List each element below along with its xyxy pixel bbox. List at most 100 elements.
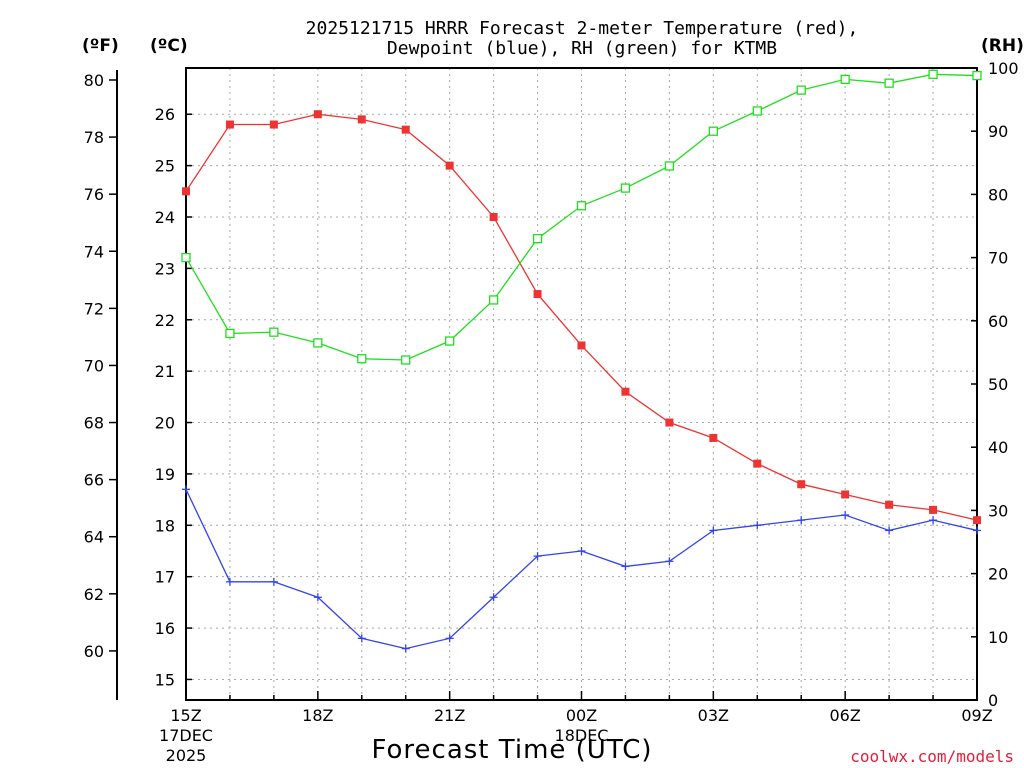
fahrenheit-tick-label: 68 — [84, 414, 104, 433]
celsius-tick-label: 21 — [155, 362, 175, 381]
dewpoint-point — [665, 557, 674, 566]
temperature-point — [225, 120, 234, 129]
x-tick-label: 06Z — [830, 706, 861, 725]
rh-tick-label: 10 — [988, 628, 1008, 647]
celsius-tick-label: 15 — [155, 670, 175, 689]
rh-point — [532, 233, 543, 244]
rh-point — [445, 336, 455, 346]
rh-point — [796, 85, 806, 95]
credit-link[interactable]: coolwx.com/models — [850, 747, 1014, 766]
temperature-point — [313, 110, 322, 119]
fahrenheit-tick-label: 66 — [84, 471, 104, 490]
dewpoint-point — [885, 526, 894, 535]
rh-point — [357, 354, 367, 364]
fahrenheit-tick-label: 78 — [84, 128, 104, 147]
rh-tick-label: 0 — [988, 691, 998, 710]
celsius-unit-label: (ºC) — [150, 36, 188, 56]
rh-tick-label: 50 — [988, 375, 1008, 394]
fahrenheit-unit-label: (ºF) — [82, 36, 119, 56]
celsius-tick-label: 16 — [155, 619, 175, 638]
rh-point — [225, 328, 235, 339]
temperature-point — [577, 341, 586, 350]
dewpoint-point — [929, 516, 938, 525]
fahrenheit-tick-label: 64 — [84, 528, 104, 547]
rh-point — [620, 183, 631, 193]
temperature-point — [269, 120, 278, 129]
dewpoint-point — [709, 526, 718, 535]
rh-point — [269, 327, 279, 337]
rh-tick-label: 80 — [988, 185, 1008, 204]
dewpoint-point — [357, 634, 366, 643]
x-tick-label: 03Z — [698, 706, 729, 725]
rh-point — [576, 201, 587, 211]
x-tick-label: 21Z — [434, 706, 465, 725]
temperature-point — [665, 418, 674, 427]
celsius-tick-label: 24 — [155, 208, 175, 227]
x-tick-label: 18Z — [302, 706, 333, 725]
rh-tick-label: 40 — [988, 438, 1008, 457]
temperature-point — [753, 459, 762, 468]
rh-point — [928, 69, 938, 79]
dewpoint-point — [533, 552, 542, 561]
rh-tick-label: 100 — [988, 59, 1019, 78]
rh-tick-label: 20 — [988, 565, 1008, 584]
plot-frame — [185, 67, 978, 701]
temperature-point — [182, 187, 190, 196]
dewpoint-point — [489, 593, 498, 602]
rh-tick-label: 60 — [988, 312, 1008, 331]
x-tick-label: 09Z — [961, 706, 992, 725]
dewpoint-point — [313, 593, 322, 602]
celsius-tick-label: 18 — [155, 516, 175, 535]
grid-lines — [186, 68, 977, 700]
fahrenheit-tick-label: 74 — [84, 242, 104, 261]
rh-tick-label: 70 — [988, 249, 1008, 268]
x-tick-label: 00Z — [566, 706, 597, 725]
celsius-tick-label: 19 — [155, 465, 175, 484]
fahrenheit-tick-label: 70 — [84, 356, 104, 375]
fahrenheit-tick-label: 80 — [84, 71, 104, 90]
fahrenheit-tick-label: 76 — [84, 185, 104, 204]
temperature-point — [973, 516, 981, 525]
fahrenheit-tick-label: 62 — [84, 585, 104, 604]
temperature-point — [533, 290, 542, 299]
x-year-label: 2025 — [166, 746, 207, 765]
dewpoint-point — [401, 644, 410, 653]
rh-point — [708, 126, 718, 136]
temperature-point — [709, 433, 718, 442]
rh-point — [313, 338, 323, 348]
celsius-tick-label: 20 — [155, 414, 175, 433]
rh-point — [972, 70, 982, 81]
dewpoint-point — [841, 511, 850, 520]
x-date-label: 17DEC — [159, 726, 213, 745]
rh-point — [840, 74, 850, 85]
celsius-tick-label: 17 — [155, 568, 175, 587]
temperature-point — [621, 387, 630, 396]
dewpoint-point — [182, 485, 190, 494]
dewpoint-point — [577, 546, 586, 555]
x-date-label: 18DEC — [555, 726, 609, 745]
celsius-tick-label: 23 — [155, 259, 175, 278]
dewpoint-point — [753, 521, 762, 530]
rh-tick-label: 30 — [988, 501, 1008, 520]
dewpoint-point — [973, 526, 981, 535]
chart-title-line1: 2025121715 HRRR Forecast 2-meter Tempera… — [306, 18, 859, 39]
axes — [109, 67, 978, 701]
rh-unit-label: (RH) — [981, 36, 1024, 56]
dewpoint-point — [445, 634, 454, 643]
x-tick-label: 15Z — [170, 706, 201, 725]
fahrenheit-tick-label: 72 — [84, 299, 104, 318]
dewpoint-point — [797, 516, 806, 525]
dewpoint-point — [621, 562, 630, 571]
temperature-point — [929, 505, 938, 514]
rh-point — [664, 161, 675, 171]
temperature-point — [841, 490, 850, 499]
rh-point — [488, 295, 499, 305]
temperature-point — [885, 500, 894, 509]
rh-point — [181, 252, 191, 263]
data-series — [181, 69, 982, 653]
temperature-point — [445, 161, 454, 170]
temperature-point — [797, 480, 806, 489]
rh-tick-label: 90 — [988, 122, 1008, 141]
celsius-tick-label: 25 — [155, 157, 175, 176]
